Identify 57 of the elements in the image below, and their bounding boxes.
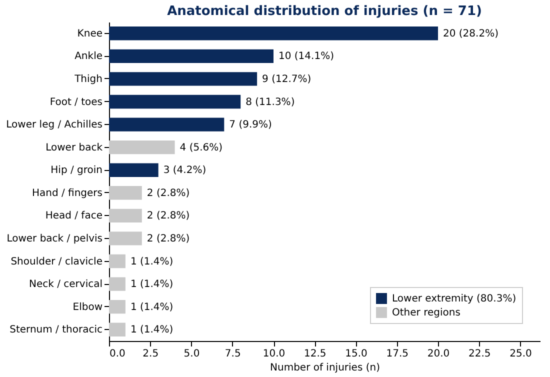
y-tick-label: Head / face (45, 210, 102, 222)
legend-label: Other regions (392, 308, 460, 318)
y-tick-label: Ankle (74, 51, 102, 62)
bar (109, 94, 241, 109)
y-tick-label: Hip / groin (50, 165, 102, 176)
data-label: 1 (1.4%) (130, 302, 174, 313)
y-tick-label: Lower back / pelvis (6, 233, 102, 244)
y-tick-label: Elbow (72, 302, 102, 313)
legend-label: Lower extremity (80.3%) (392, 294, 516, 304)
chart-title: Anatomical distribution of injuries (n = 71) (167, 4, 482, 19)
bar (109, 208, 142, 223)
x-tick-label: 15.0 (345, 348, 368, 360)
y-tick-label: Thigh (74, 74, 102, 85)
x-tick-label: 7.5 (224, 348, 241, 360)
x-tick-label: 20.0 (427, 348, 450, 360)
x-tick-label: 17.5 (386, 348, 409, 360)
x-tick-label: 0.0 (110, 348, 126, 360)
x-tick-label: 2.5 (142, 348, 159, 360)
bar (109, 186, 142, 200)
data-label: 9 (12.7%) (262, 74, 312, 85)
y-tick-label: Hand / fingers (32, 188, 102, 199)
y-tick-label: Knee (77, 28, 102, 40)
bar (109, 322, 126, 336)
data-label: 10 (14.1%) (278, 51, 334, 62)
x-tick-label: 22.5 (468, 348, 491, 360)
data-label: 4 (5.6%) (180, 142, 223, 154)
y-tick-label: Lower back (46, 142, 103, 154)
bar (109, 254, 126, 268)
bar (109, 140, 175, 154)
bar (109, 300, 126, 314)
data-label: 1 (1.4%) (130, 279, 174, 290)
data-label: 2 (2.8%) (146, 210, 190, 222)
data-label: 1 (1.4%) (130, 256, 174, 268)
y-tick-label: Shoulder / clavicle (10, 256, 102, 268)
y-tick-label: Sternum / thoracic (10, 324, 102, 336)
y-tick-label: Neck / cervical (28, 279, 102, 290)
bar (109, 232, 142, 246)
bar (109, 49, 274, 64)
data-label: 1 (1.4%) (130, 324, 174, 336)
data-label: 3 (4.2%) (163, 165, 206, 176)
bar (109, 118, 224, 132)
data-label: 8 (11.3%) (246, 96, 295, 108)
y-tick-label: Lower leg / Achilles (6, 120, 102, 131)
bar (109, 26, 438, 40)
bar (109, 277, 126, 291)
x-axis-title: Number of injuries (n) (270, 362, 380, 374)
data-label: 7 (9.9%) (229, 120, 272, 131)
data-label: 20 (28.2%) (443, 28, 499, 40)
bar (109, 72, 258, 86)
y-tick-label: Foot / toes (50, 96, 102, 108)
x-tick-label: 12.5 (304, 348, 326, 360)
x-tick-label: 25.0 (510, 348, 532, 360)
data-label: 2 (2.8%) (146, 233, 190, 244)
x-tick-label: 5.0 (184, 348, 200, 360)
bar (109, 163, 158, 177)
x-tick-label: 10.0 (262, 348, 286, 360)
data-label: 2 (2.8%) (146, 188, 190, 199)
